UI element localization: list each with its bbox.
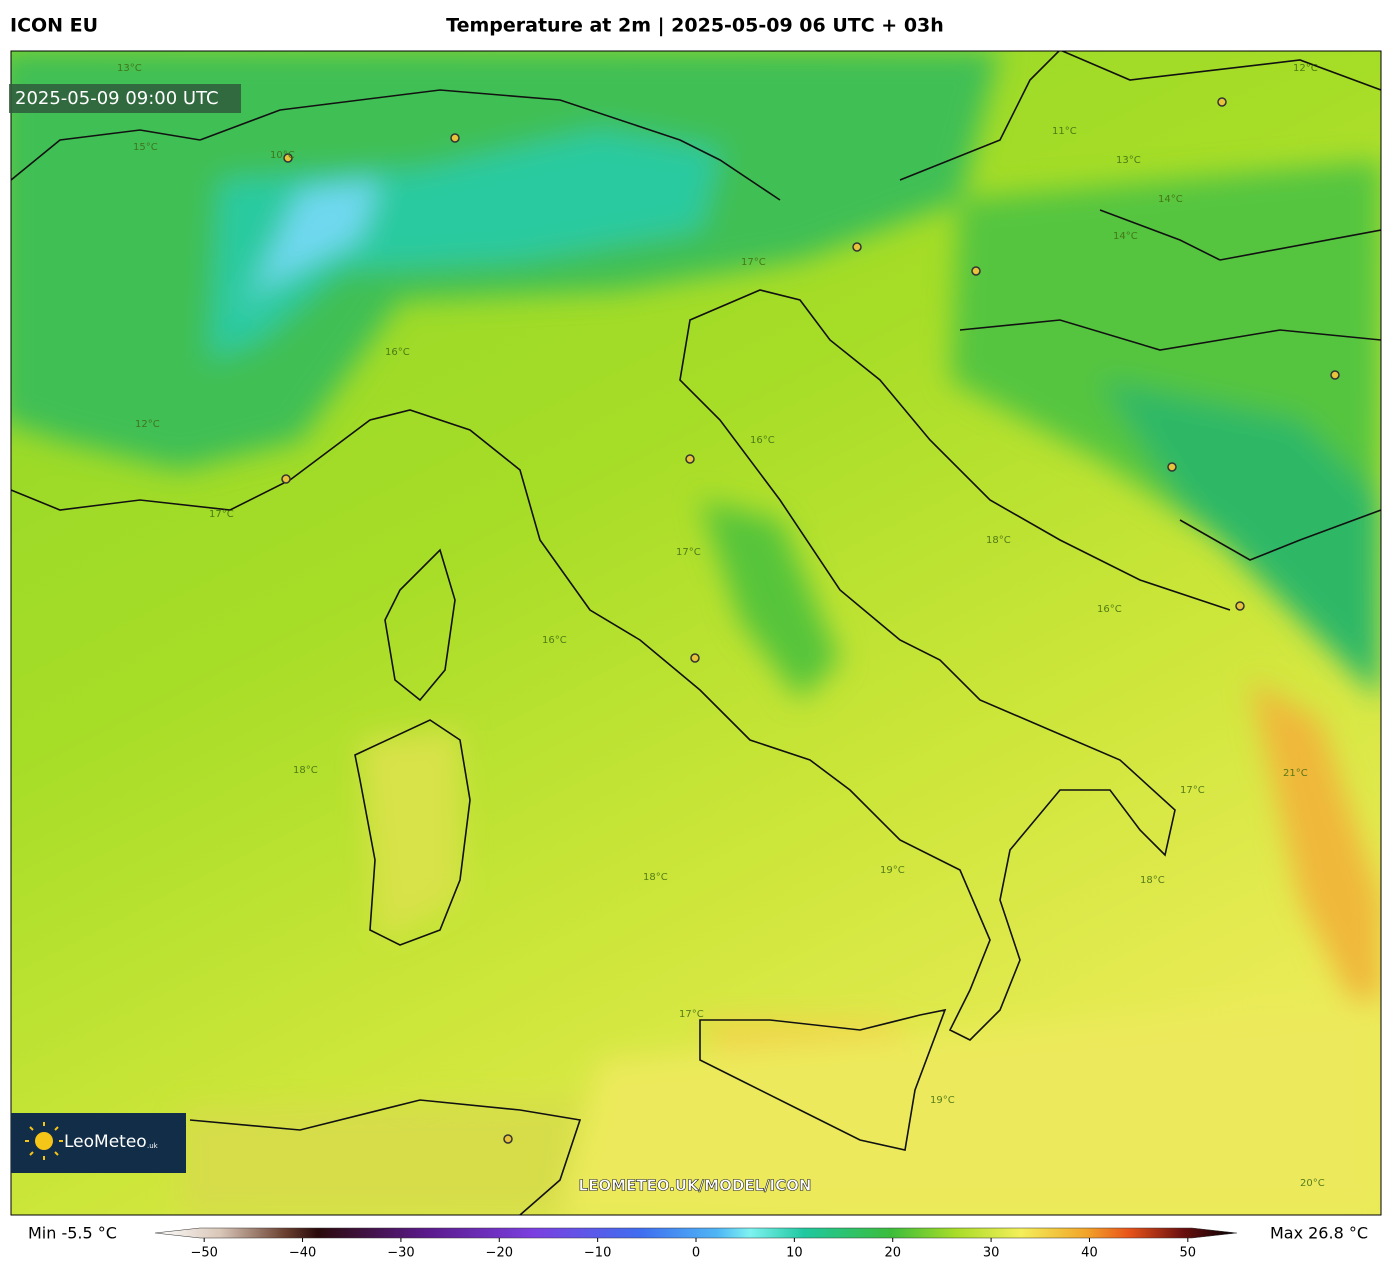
contour-label: 21°C — [1283, 768, 1308, 779]
watermark: LEOMETEO.UK/MODEL/ICON — [579, 1177, 812, 1195]
contour-label: 14°C — [1113, 231, 1138, 242]
contour-label: 19°C — [930, 1095, 955, 1106]
map-frame — [10, 50, 1382, 1216]
contour-label: 19°C — [880, 865, 905, 876]
max-label: Max 26.8 °C — [1270, 1224, 1368, 1243]
contour-label: 13°C — [1116, 155, 1141, 166]
contour-label: 16°C — [1097, 604, 1122, 615]
contour-label: 16°C — [750, 435, 775, 446]
colorbar-tick-label: −20 — [486, 1246, 513, 1261]
contour-label: 17°C — [209, 509, 234, 520]
contour-label: 20°C — [1300, 1178, 1325, 1189]
map-title: Temperature at 2m | 2025-05-09 06 UTC + … — [446, 15, 944, 37]
colorbar-tick-label: −40 — [289, 1246, 316, 1261]
colorbar-tick-label: 0 — [692, 1246, 700, 1261]
map-area: 13°C 12°C 15°C 10°C 11°C 14°C 14°C 13°C 17°C 16°C… — [11, 51, 1381, 1215]
contour-label: 10°C — [270, 150, 295, 161]
contour-label: 12°C — [135, 419, 160, 430]
contour-label: 17°C — [1180, 785, 1205, 796]
colorbar-tick-label: 40 — [1081, 1246, 1098, 1261]
contour-label: 11°C — [1052, 126, 1077, 137]
contour-label: 17°C — [676, 547, 701, 558]
contour-label: 18°C — [293, 765, 318, 776]
contour-label: 14°C — [1158, 194, 1183, 205]
contour-label: 17°C — [679, 1009, 704, 1020]
colorbar-tick-label: 20 — [884, 1246, 901, 1261]
valid-time: 2025-05-09 09:00 UTC — [15, 88, 219, 109]
colorbar-tick-label: −30 — [387, 1246, 414, 1261]
colorbar-tick-label: 30 — [983, 1246, 1000, 1261]
min-label: Min -5.5 °C — [28, 1224, 117, 1243]
valid-time-box — [9, 84, 241, 113]
contour-label: 18°C — [1140, 875, 1165, 886]
model-name: ICON EU — [10, 15, 98, 37]
colorbar-bar — [154, 1227, 1238, 1239]
contour-label: 16°C — [385, 347, 410, 358]
colorbar: −50 −40 −30 −20 −10 0 10 20 30 40 50 — [154, 1227, 1238, 1261]
contour-label: 13°C — [117, 63, 142, 74]
contour-label: 12°C — [1293, 63, 1318, 74]
contour-label: 17°C — [741, 257, 766, 268]
colorbar-tick-label: 50 — [1180, 1246, 1197, 1261]
logo-sun — [25, 1122, 63, 1160]
cities — [281, 97, 1340, 1144]
contour-label: 16°C — [542, 635, 567, 646]
temperature-field — [11, 51, 1381, 1215]
colorbar-tick-label: 10 — [786, 1246, 803, 1261]
logo-text: LeoMeteo — [64, 1132, 147, 1152]
contour-label: 18°C — [986, 535, 1011, 546]
colorbar-tick-label: −50 — [190, 1246, 217, 1261]
contour-label: 18°C — [643, 872, 668, 883]
coastlines — [11, 51, 1381, 1215]
contour-labels: 13°C 12°C 15°C 10°C 11°C 14°C 14°C 13°C 17°C 16°C… — [117, 63, 1325, 1189]
contour-label: 15°C — [133, 142, 158, 153]
colorbar-tick-label: −10 — [584, 1246, 611, 1261]
logo-suffix: .uk — [147, 1142, 159, 1150]
